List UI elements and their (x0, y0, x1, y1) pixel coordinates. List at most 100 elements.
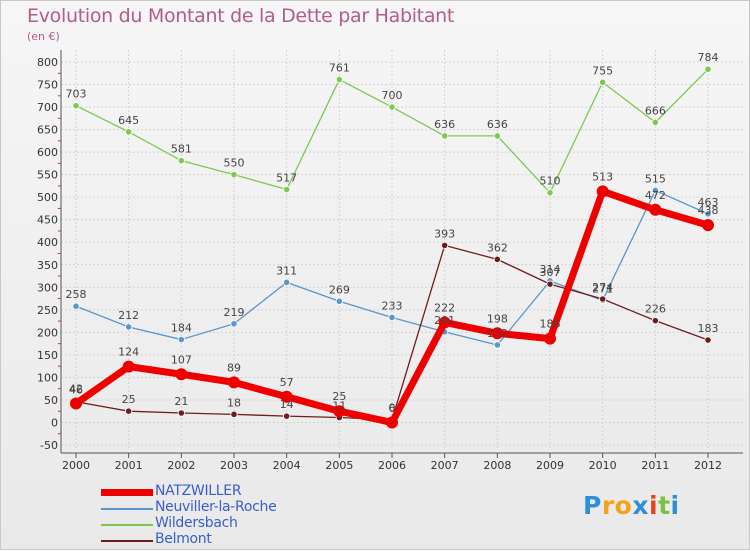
data-label: 269 (329, 283, 350, 296)
chart-title: Evolution du Montant de la Dette par Hab… (27, 5, 455, 27)
data-point (333, 405, 346, 418)
data-point (651, 317, 659, 325)
data-label: 212 (118, 309, 139, 322)
data-point (230, 320, 238, 328)
x-tick-label: 2001 (115, 459, 143, 472)
x-tick-label: 2003 (220, 459, 248, 472)
data-label: 222 (434, 301, 455, 314)
y-tick-label: 650 (37, 124, 58, 137)
y-tick-label: 800 (37, 56, 58, 69)
data-point (599, 78, 607, 86)
data-point (704, 210, 712, 218)
y-tick-label: -50 (40, 439, 58, 452)
y-tick-label: 750 (37, 79, 58, 92)
x-tick-label: 2011 (641, 459, 669, 472)
data-label: 226 (645, 303, 666, 316)
data-point (388, 103, 396, 111)
y-tick-label: 500 (37, 191, 58, 204)
y-tick-label: 50 (44, 394, 58, 407)
data-point (177, 409, 185, 417)
data-label: 761 (329, 62, 350, 75)
data-point (544, 332, 556, 345)
data-label: 581 (171, 143, 192, 156)
data-point (493, 132, 501, 140)
data-point (441, 132, 449, 140)
data-label: 393 (434, 227, 455, 240)
data-point (72, 102, 80, 110)
data-point (283, 412, 291, 420)
data-point (493, 341, 501, 349)
data-label: 271 (592, 282, 613, 295)
y-tick-label: 300 (37, 281, 58, 294)
y-tick-label: 400 (37, 236, 58, 249)
x-tick-label: 2002 (167, 459, 195, 472)
x-tick-label: 2000 (62, 459, 90, 472)
x-tick-label: 2008 (483, 459, 511, 472)
data-label: 25 (332, 390, 346, 403)
data-label: 107 (171, 353, 192, 366)
data-label: 89 (227, 361, 241, 374)
y-tick-label: 150 (37, 349, 58, 362)
data-label: 666 (645, 104, 666, 117)
data-point (230, 171, 238, 179)
legend-label: NATZWILLER (155, 483, 242, 499)
y-tick-label: 550 (37, 169, 58, 182)
data-point (125, 128, 133, 136)
data-label: 198 (487, 312, 508, 325)
data-label: 463 (698, 196, 719, 209)
data-point (546, 189, 554, 197)
data-label: 550 (224, 157, 245, 170)
legend-swatch (101, 540, 153, 542)
data-point (388, 313, 396, 322)
x-tick-label: 2004 (273, 459, 301, 472)
data-label: 25 (122, 393, 136, 406)
legend-item: Neuviller-la-Roche (101, 499, 401, 517)
data-label: 258 (66, 288, 87, 301)
data-label: 18 (227, 396, 241, 409)
data-point (441, 241, 449, 249)
data-label: 57 (280, 376, 294, 389)
data-point (228, 376, 240, 389)
y-tick-label: 250 (37, 304, 58, 317)
data-label: 201 (434, 314, 455, 327)
data-point (125, 407, 133, 415)
data-label: 183 (698, 322, 719, 335)
data-labels: 703 645 581 550 517 761 700 636 636 510 755 666 784 2… (66, 51, 719, 415)
data-point (546, 280, 554, 288)
legend-item: NATZWILLER (101, 483, 401, 501)
data-label: 0 (389, 401, 396, 414)
x-tick-label: 2009 (536, 459, 564, 472)
data-point (175, 368, 188, 381)
logo-letter: P (583, 491, 602, 520)
proxiti-logo: Proxiti (583, 491, 680, 520)
data-point (649, 203, 662, 216)
x-tick-label: 2005 (325, 459, 353, 472)
data-point (651, 118, 659, 126)
legend-label: Wildersbach (155, 515, 238, 531)
data-label: 14 (280, 398, 294, 411)
legend-swatch (101, 508, 153, 510)
data-label: 172 (487, 327, 508, 340)
data-label: 274 (592, 281, 613, 294)
y-tick-label: 200 (37, 326, 58, 339)
legend-label: Neuviller-la-Roche (155, 499, 277, 515)
data-point (335, 297, 343, 305)
series-lines (70, 65, 714, 429)
logo-letter: x (632, 491, 649, 520)
data-label: 219 (224, 306, 245, 319)
data-point (280, 390, 293, 403)
data-point (651, 186, 659, 195)
data-point (70, 397, 82, 410)
data-point (438, 316, 451, 329)
data-label: 362 (487, 241, 508, 254)
data-label: 755 (592, 64, 613, 77)
legend-item: Wildersbach (101, 515, 401, 533)
data-point (230, 410, 238, 418)
logo-letter: i (670, 491, 680, 520)
data-label: 46 (69, 384, 83, 397)
x-tick-label: 2010 (589, 459, 617, 472)
data-label: 311 (276, 264, 297, 277)
data-point (177, 157, 185, 165)
